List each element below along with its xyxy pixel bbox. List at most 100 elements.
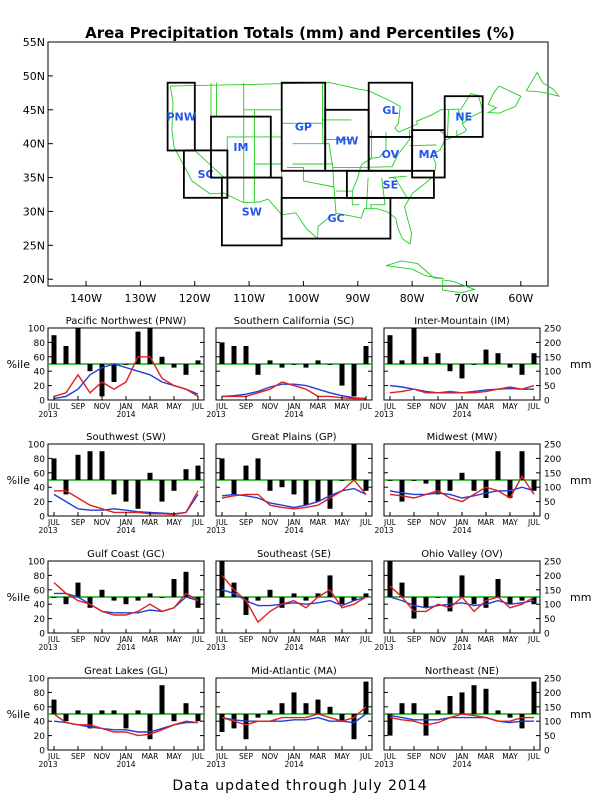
percentile-bar <box>495 353 501 364</box>
map-state-line <box>388 175 407 179</box>
left-axis-label: 60 <box>34 469 46 479</box>
left-axis-label: 100 <box>28 325 45 335</box>
percentile-bar <box>51 335 57 364</box>
percentile-bar <box>183 703 189 714</box>
percentile-bar <box>219 714 225 732</box>
panel-title: Northeast (NE) <box>425 666 499 677</box>
right-axis-label: 250 <box>544 441 561 451</box>
x-tick-label: JUL <box>215 635 229 644</box>
right-axis-label: 200 <box>544 339 561 349</box>
percentile-bar <box>231 480 237 495</box>
x-tick-label: NOV <box>262 402 279 411</box>
left-axis-label: 40 <box>34 601 46 611</box>
percentile-bar <box>147 714 153 740</box>
normal-precip-line <box>389 486 535 499</box>
percentile-bar <box>471 597 477 605</box>
x-year-label: 2014 <box>284 643 303 652</box>
percentile-bar <box>495 579 501 597</box>
region-label-ma: MA <box>419 148 439 161</box>
percentile-bar <box>315 699 321 714</box>
x-tick-label: MAY <box>502 518 518 527</box>
region-label-se: SE <box>383 178 398 191</box>
percentile-bar <box>159 356 165 364</box>
region-label-ov: OV <box>382 148 400 161</box>
map-lon-label: 110W <box>233 292 265 305</box>
percentile-bar <box>459 575 465 597</box>
right-axis-label: 150 <box>544 469 561 479</box>
x-tick-label: JUL <box>383 402 397 411</box>
percentile-bar <box>291 480 297 495</box>
region-label-gl: GL <box>382 104 398 117</box>
footer-note: Data updated through July 2014 <box>172 778 427 794</box>
percentile-bar <box>387 480 393 481</box>
map-state-line <box>351 191 360 206</box>
left-axis-title: %ile <box>7 591 31 604</box>
percentile-bar <box>495 451 501 480</box>
left-axis-label: 100 <box>28 441 45 451</box>
percentile-bar <box>87 714 93 729</box>
percentile-bar <box>351 714 357 740</box>
x-tick-label: MAY <box>166 402 182 411</box>
region-label-pnw: PNW <box>166 111 195 124</box>
x-tick-label: JUL <box>383 635 397 644</box>
x-tick-label: JUL <box>527 635 541 644</box>
right-axis-label: 0 <box>544 747 550 757</box>
x-tick-label: JUL <box>47 752 61 761</box>
percentile-bar <box>387 561 393 597</box>
x-year-label: 2013 <box>206 760 225 769</box>
percentile-bar <box>111 597 117 601</box>
percentile-bar <box>51 458 57 480</box>
x-tick-label: JAN <box>287 752 301 761</box>
x-year-label: 2014 <box>116 760 135 769</box>
x-tick-label: MAR <box>310 635 327 644</box>
x-tick-label: NOV <box>94 518 111 527</box>
left-axis-title: %ile <box>7 708 31 721</box>
percentile-bar <box>87 597 93 608</box>
x-tick-label: NOV <box>94 635 111 644</box>
x-year-label: 2013 <box>374 526 393 535</box>
percentile-bar <box>363 593 369 597</box>
right-axis-label: 250 <box>544 325 561 335</box>
percentile-bar <box>159 480 165 502</box>
x-tick-label: JAN <box>287 518 301 527</box>
percentile-bar <box>303 480 309 506</box>
x-tick-label: JUL <box>359 752 373 761</box>
x-tick-label: JUL <box>359 402 373 411</box>
percentile-bar <box>351 597 357 601</box>
map-state-line <box>366 177 369 209</box>
x-tick-label: MAR <box>142 752 159 761</box>
x-year-label: 2013 <box>206 526 225 535</box>
x-tick-label: JAN <box>287 402 301 411</box>
percentile-bar <box>87 364 93 372</box>
x-year-label: 2014 <box>284 760 303 769</box>
percentile-bar <box>327 480 333 509</box>
right-axis-title: mm <box>570 474 591 487</box>
right-axis-label: 100 <box>544 368 561 378</box>
x-year-label: 2013 <box>206 643 225 652</box>
percentile-bar <box>87 451 93 480</box>
left-axis-label: 20 <box>34 498 46 508</box>
x-tick-label: JUL <box>215 518 229 527</box>
x-year-label: 2013 <box>38 643 57 652</box>
x-tick-label: MAY <box>502 752 518 761</box>
panel: Southwest (SW) 0 20 40 60 80 100 %ile JUL SEP NOV J… <box>7 432 205 535</box>
percentile-bar <box>243 346 249 364</box>
percentile-bar <box>471 364 477 365</box>
left-axis-label: 60 <box>34 586 46 596</box>
right-axis-label: 150 <box>544 703 561 713</box>
percentile-bar <box>531 480 537 491</box>
percentile-bar <box>519 451 525 480</box>
right-axis-label: 250 <box>544 675 561 685</box>
percentile-bar <box>135 597 141 601</box>
percentile-bar <box>471 685 477 714</box>
x-tick-label: MAR <box>142 402 159 411</box>
percentile-bar <box>411 703 417 714</box>
percentile-bar <box>399 703 405 714</box>
x-tick-label: MAY <box>334 752 350 761</box>
percentile-bar <box>111 710 117 714</box>
x-tick-label: JAN <box>119 402 133 411</box>
region-box-gc <box>280 196 392 240</box>
percentile-bar <box>123 714 129 729</box>
percentile-bar <box>291 593 297 597</box>
